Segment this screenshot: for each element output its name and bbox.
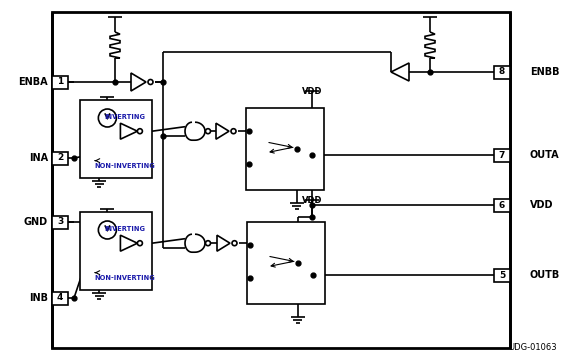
Text: VDD: VDD <box>302 196 322 205</box>
Text: INVERTING: INVERTING <box>104 114 145 120</box>
Text: OUTB: OUTB <box>530 270 560 280</box>
Polygon shape <box>121 235 137 251</box>
Polygon shape <box>391 63 409 81</box>
Text: VDD: VDD <box>530 200 553 210</box>
Text: GND: GND <box>24 217 48 227</box>
Polygon shape <box>217 235 230 251</box>
Bar <box>494 269 510 282</box>
Bar <box>494 148 510 161</box>
Bar <box>52 215 68 228</box>
Text: NON-INVERTING: NON-INVERTING <box>95 275 155 281</box>
Bar <box>80 212 152 290</box>
Bar <box>52 12 510 348</box>
Text: INVERTING: INVERTING <box>104 226 145 232</box>
Text: NON-INVERTING: NON-INVERTING <box>95 163 155 169</box>
Circle shape <box>137 129 143 134</box>
Bar <box>247 222 325 304</box>
Bar <box>52 291 68 304</box>
Text: OUTA: OUTA <box>530 150 560 160</box>
Text: 6: 6 <box>499 201 505 210</box>
Circle shape <box>99 109 117 127</box>
Bar <box>494 66 510 79</box>
Text: 7: 7 <box>499 151 505 160</box>
Bar <box>246 108 324 190</box>
Text: 8: 8 <box>499 67 505 76</box>
Text: 5: 5 <box>499 270 505 279</box>
Text: INA: INA <box>29 153 48 163</box>
Text: VDD: VDD <box>302 87 322 96</box>
Circle shape <box>205 129 211 134</box>
Circle shape <box>148 80 153 84</box>
Circle shape <box>137 241 143 246</box>
Circle shape <box>231 129 236 134</box>
Text: ENBB: ENBB <box>530 67 560 77</box>
Circle shape <box>99 221 117 239</box>
Polygon shape <box>121 123 137 139</box>
Circle shape <box>205 241 211 246</box>
Text: 3: 3 <box>57 218 63 227</box>
Bar <box>52 76 68 88</box>
Circle shape <box>232 241 237 246</box>
Text: INB: INB <box>29 293 48 303</box>
Polygon shape <box>131 73 146 91</box>
Text: 4: 4 <box>57 294 63 303</box>
Text: UDG-01063: UDG-01063 <box>509 343 557 352</box>
Polygon shape <box>216 123 229 139</box>
Text: ENBA: ENBA <box>19 77 48 87</box>
Bar <box>80 100 152 178</box>
Text: 2: 2 <box>57 153 63 163</box>
Bar <box>494 198 510 211</box>
Text: 1: 1 <box>57 77 63 87</box>
Bar <box>52 152 68 164</box>
